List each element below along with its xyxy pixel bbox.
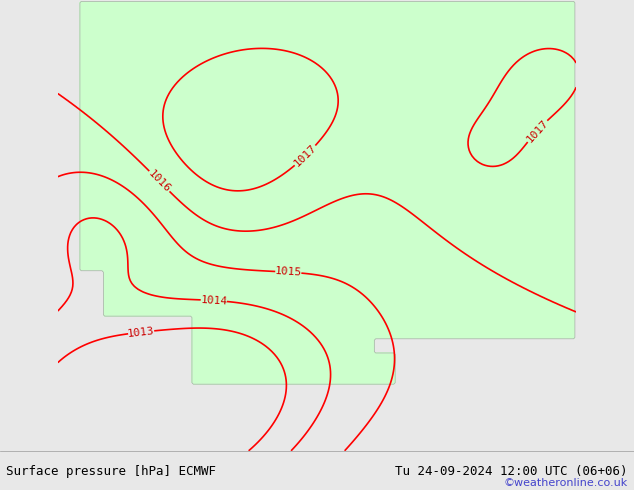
Text: Surface pressure [hPa] ECMWF: Surface pressure [hPa] ECMWF	[6, 465, 216, 478]
Text: 1013: 1013	[127, 326, 155, 339]
Text: ©weatheronline.co.uk: ©weatheronline.co.uk	[503, 478, 628, 488]
Text: 1017: 1017	[524, 118, 550, 144]
Text: Tu 24-09-2024 12:00 UTC (06+06): Tu 24-09-2024 12:00 UTC (06+06)	[395, 465, 628, 478]
Text: 1014: 1014	[200, 294, 228, 306]
Text: 1016: 1016	[146, 168, 172, 195]
Text: 1017: 1017	[292, 143, 318, 169]
Text: 1015: 1015	[275, 267, 302, 278]
